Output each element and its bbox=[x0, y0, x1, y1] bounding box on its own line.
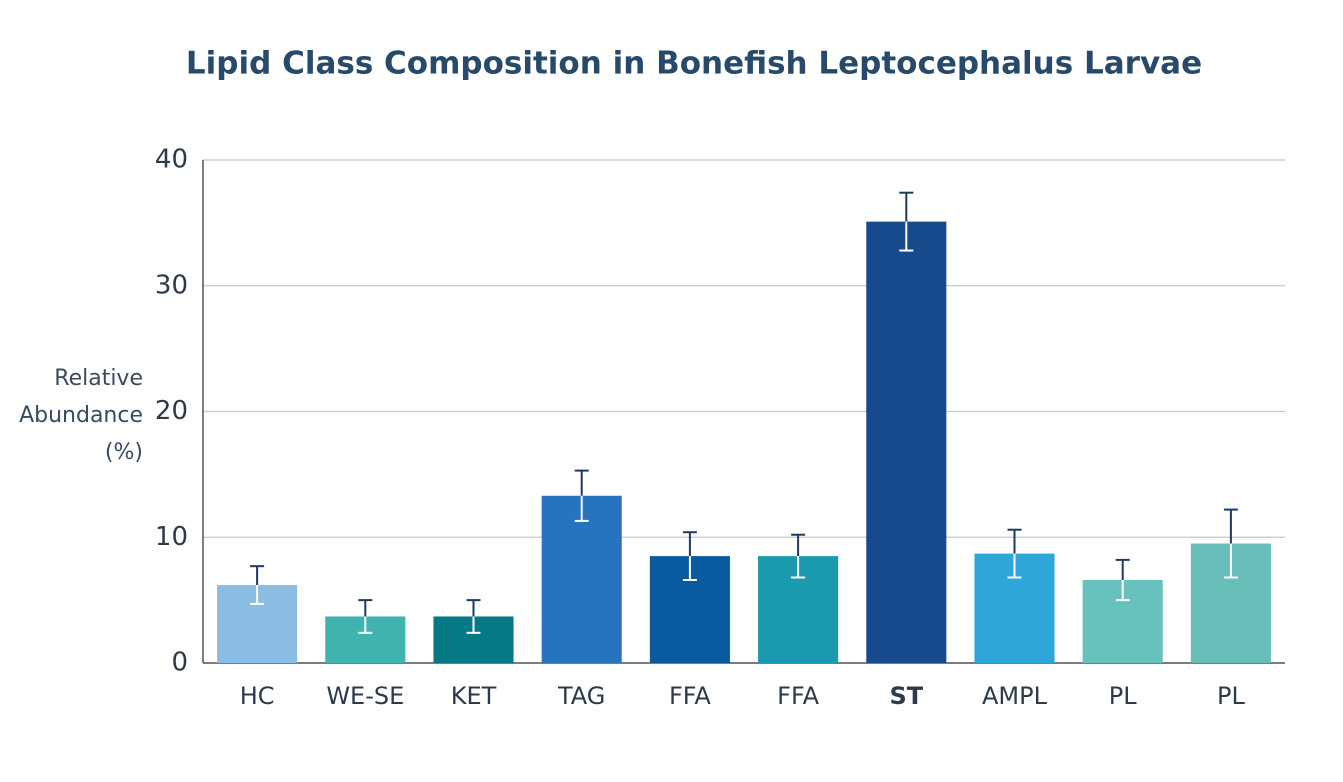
x-tick-label: KET bbox=[451, 682, 497, 710]
x-tick-label: TAG bbox=[557, 682, 605, 710]
x-tick-label: PL bbox=[1217, 682, 1245, 710]
y-axis-label: Relative Abundance (%) bbox=[19, 366, 143, 465]
x-tick-label: ST bbox=[889, 682, 923, 710]
x-tick-label: WE-SE bbox=[326, 682, 404, 710]
chart-title: Lipid Class Composition in Bonefish Lept… bbox=[186, 46, 1202, 82]
x-tick-label: AMPL bbox=[982, 682, 1048, 710]
x-tick-label: FFA bbox=[669, 682, 711, 710]
x-tick-label: FFA bbox=[777, 682, 819, 710]
y-tick-label: 10 bbox=[155, 522, 188, 552]
x-tick-label: HC bbox=[240, 682, 275, 710]
y-tick-label: 40 bbox=[155, 145, 188, 175]
y-tick-label: 0 bbox=[171, 648, 188, 678]
x-tick-label: PL bbox=[1109, 682, 1137, 710]
bar bbox=[866, 221, 947, 663]
bar bbox=[541, 495, 622, 663]
y-tick-label: 20 bbox=[155, 396, 188, 426]
y-tick-label: 30 bbox=[155, 270, 188, 300]
